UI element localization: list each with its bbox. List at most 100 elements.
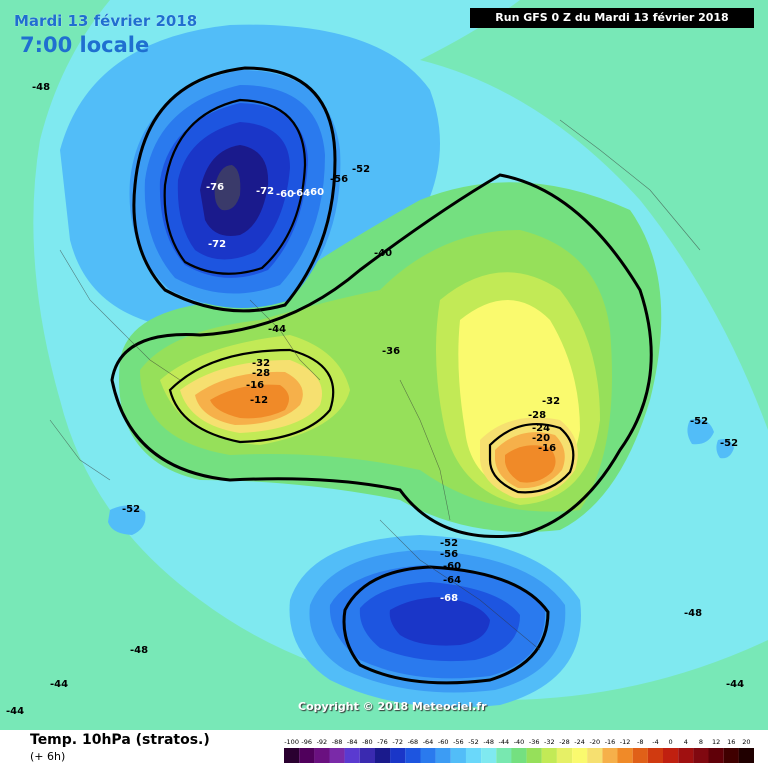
- scale-swatch: [284, 748, 300, 763]
- contour-label: -56: [330, 174, 348, 185]
- scale-label: -64: [423, 738, 434, 746]
- scale-label: -72: [392, 738, 403, 746]
- scale-swatch: [359, 748, 375, 763]
- scale-label: -52: [468, 738, 479, 746]
- scale-label: 8: [699, 738, 703, 746]
- scale-label: -60: [438, 738, 449, 746]
- contour-label: -20: [532, 433, 550, 444]
- contour-label: -48: [130, 645, 148, 656]
- scale-swatch: [375, 748, 391, 763]
- contour-label: -28: [252, 368, 270, 379]
- contour-label: -32: [252, 358, 270, 369]
- date-title: Mardi 13 février 2018: [14, 12, 198, 30]
- scale-swatch: [693, 748, 709, 763]
- scale-swatch: [572, 748, 588, 763]
- scale-label: -32: [544, 738, 555, 746]
- contour-label: -44: [6, 706, 24, 717]
- contour-label: -40: [374, 248, 392, 259]
- contour-label: -52: [690, 416, 708, 427]
- contour-label: -44: [50, 679, 68, 690]
- scale-label: -100: [284, 738, 299, 746]
- scale-label: -40: [514, 738, 525, 746]
- scale-label: 4: [684, 738, 688, 746]
- footer: Temp. 10hPa (stratos.) (+ 6h) -100 -96 -92…: [0, 730, 768, 768]
- scale-label: -36: [529, 738, 540, 746]
- scale-swatch: [556, 748, 573, 763]
- scale-label: -28: [559, 738, 570, 746]
- scale-swatch: [390, 748, 406, 763]
- contour-label: -56: [440, 549, 458, 560]
- forecast-step: (+ 6h): [30, 750, 66, 763]
- contour-label: -16: [538, 443, 556, 454]
- scale-swatch: [526, 748, 542, 763]
- contour-label: -52: [122, 504, 140, 515]
- scale-swatch: [632, 748, 648, 763]
- scale-label: -24: [574, 738, 585, 746]
- scale-label: -92: [317, 738, 328, 746]
- scale-swatch: [723, 748, 739, 763]
- scale-swatch: [587, 748, 603, 763]
- scale-swatch: [481, 748, 497, 763]
- scale-label: -68: [408, 738, 419, 746]
- contour-label: -64: [292, 188, 310, 199]
- scale-label: -56: [453, 738, 464, 746]
- scale-label: -20: [589, 738, 600, 746]
- contour-label: -72: [256, 186, 274, 197]
- scale-label: -96: [301, 738, 312, 746]
- contour-label: -64: [443, 575, 461, 586]
- contour-label: -72: [208, 239, 226, 250]
- contour-label: -52: [352, 164, 370, 175]
- scale-label: -80: [362, 738, 373, 746]
- scale-swatch: [647, 748, 664, 763]
- scale-swatch: [678, 748, 694, 763]
- contour-label: -32: [542, 396, 560, 407]
- scale-label: 20: [742, 738, 750, 746]
- scale-label: -12: [620, 738, 631, 746]
- contour-label: -24: [532, 423, 550, 434]
- contour-label: -68: [440, 593, 458, 604]
- contour-label: -36: [382, 346, 400, 357]
- time-title: 7:00 locale: [20, 33, 150, 57]
- contour-label: -60: [306, 187, 324, 198]
- contour-label: -48: [32, 82, 50, 93]
- scale-label: -88: [332, 738, 343, 746]
- contour-label: -76: [206, 182, 224, 193]
- contour-label: -12: [250, 395, 268, 406]
- contour-label: -60: [443, 561, 461, 572]
- scale-swatch: [450, 748, 466, 763]
- contour-label: -44: [726, 679, 744, 690]
- scale-swatch: [738, 748, 754, 763]
- contour-label: -60: [276, 189, 294, 200]
- copyright: Copyright © 2018 Meteociel.fr: [298, 700, 487, 713]
- contour-label: -52: [720, 438, 738, 449]
- scale-label: 0: [669, 738, 673, 746]
- scale-swatch: [708, 748, 724, 763]
- contour-label: -52: [440, 538, 458, 549]
- scale-label: -44: [498, 738, 509, 746]
- scale-label: 16: [727, 738, 735, 746]
- scale-swatch: [602, 748, 618, 763]
- scale-swatch: [435, 748, 451, 763]
- stratosphere-temperature-map: -48 -76 -72 -60 -64 -60 -56 -52 -72 -40 …: [0, 0, 768, 730]
- scale-swatch: [541, 748, 557, 763]
- scale-label: -8: [637, 738, 643, 746]
- scale-swatch: [617, 748, 633, 763]
- scale-swatch: [329, 748, 345, 763]
- contour-label: -28: [528, 410, 546, 421]
- scale-swatch: [420, 748, 436, 763]
- scale-label: -16: [605, 738, 616, 746]
- parameter-label: Temp. 10hPa (stratos.): [30, 732, 210, 748]
- scale-swatch: [405, 748, 421, 763]
- scale-label: -48: [483, 738, 494, 746]
- scale-swatch: [344, 748, 360, 763]
- scale-swatch: [496, 748, 512, 763]
- scale-swatch: [663, 748, 679, 763]
- color-scale: -100 -96 -92 -88 -8 4 -80 -76 -72 -68 -64 -60 -56 -52…: [284, 738, 754, 763]
- run-info: Run GFS 0 Z du Mardi 13 février 2018: [470, 8, 754, 28]
- scale-swatch: [299, 748, 315, 763]
- scale-swatch: [511, 748, 527, 763]
- scale-label: -4: [652, 738, 658, 746]
- contour-label: -16: [246, 380, 264, 391]
- scale-swatch: [465, 748, 482, 763]
- scale-label: -76: [377, 738, 388, 746]
